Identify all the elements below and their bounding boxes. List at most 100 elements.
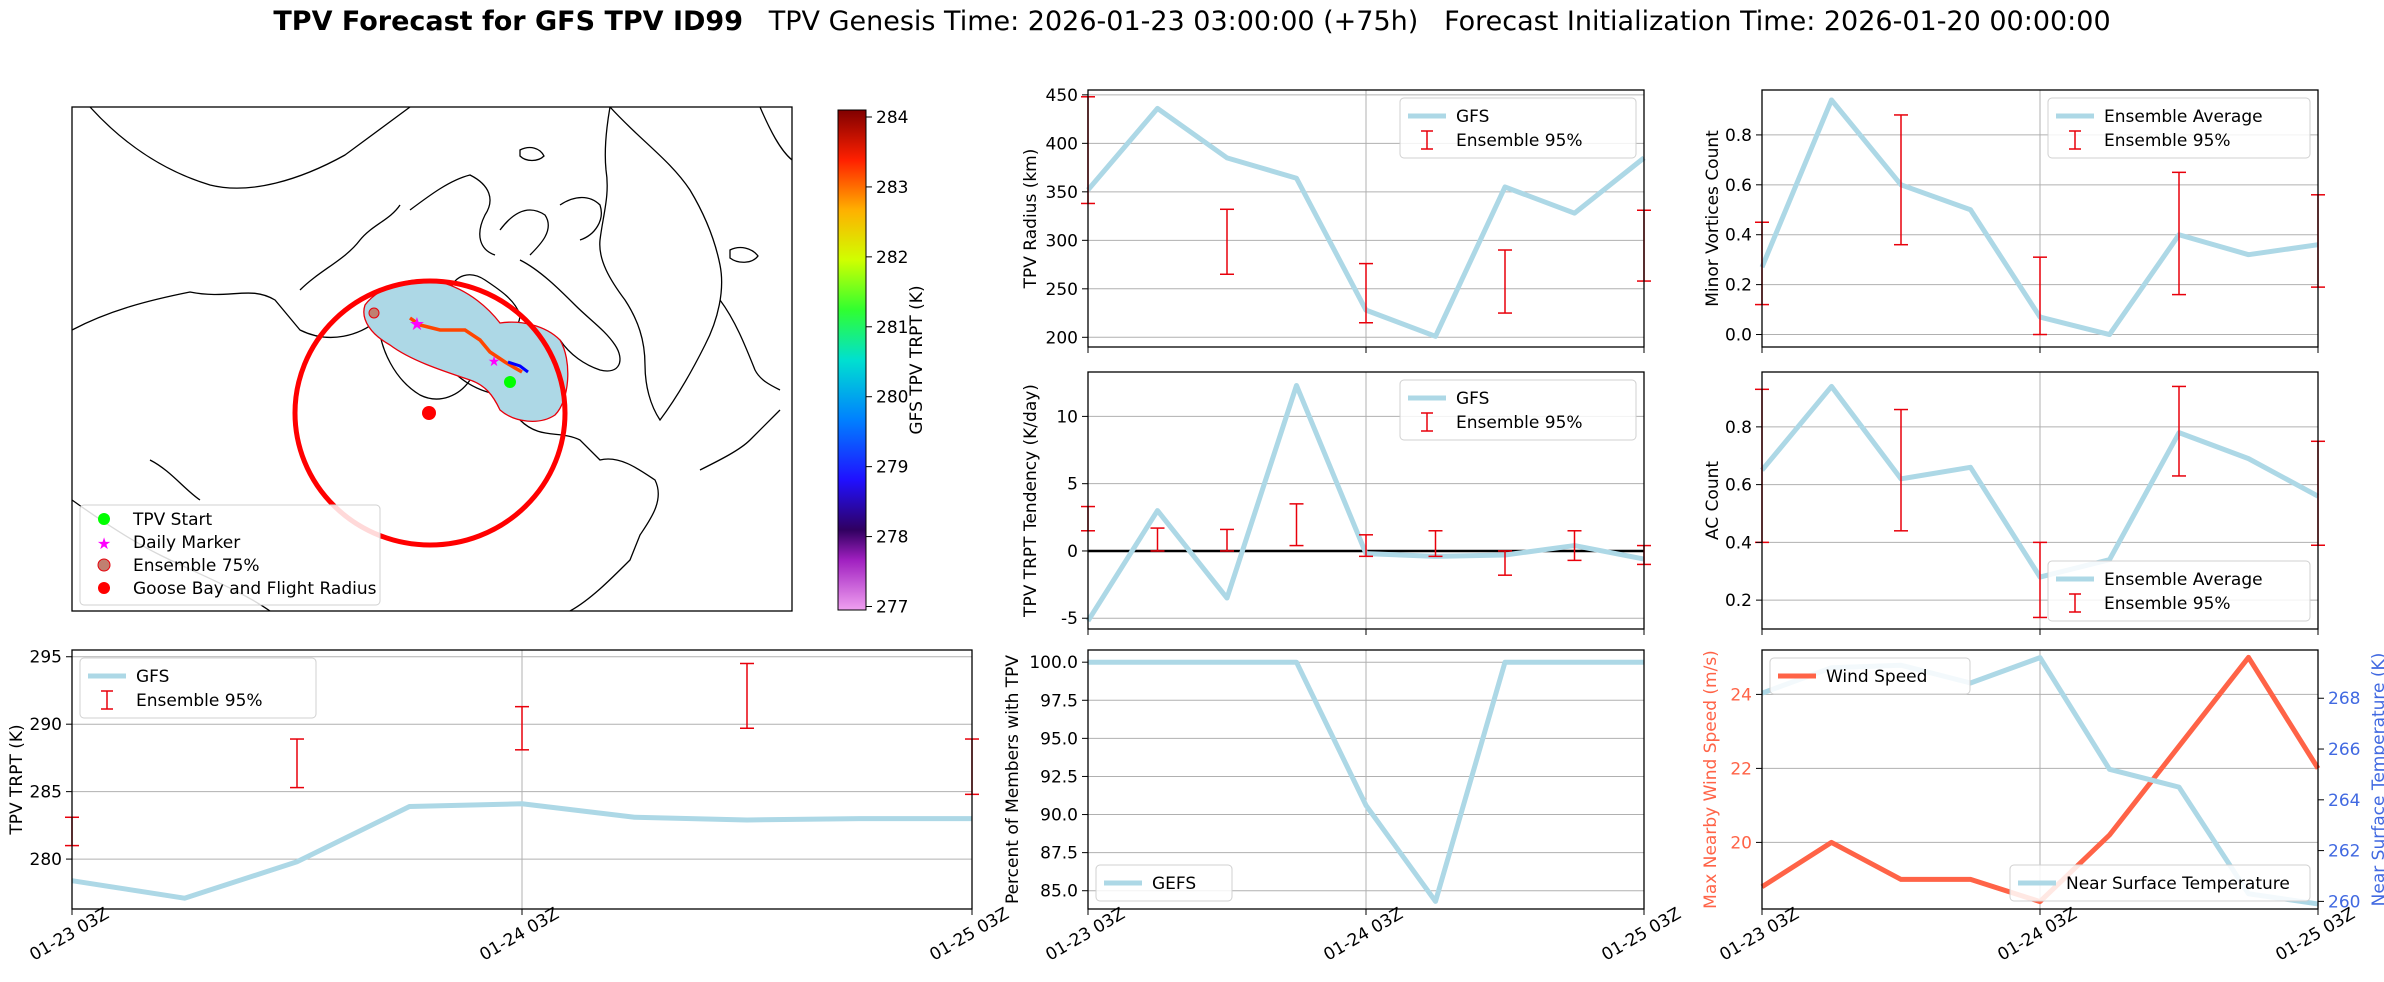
figure-title-bold: TPV Forecast for GFS TPV ID99 [273,6,743,37]
minor-y-tick-label: 0.2 [1725,276,1752,296]
ac-legend-label: Ensemble 95% [2104,594,2231,614]
radius-y-tick-label: 300 [1046,231,1078,251]
members-y-tick-label: 87.5 [1040,844,1078,864]
tpv-track-line [408,316,523,374]
legend-goose-bay-icon [98,582,110,594]
members-y-label: Percent of Members with TPV [1003,655,1023,904]
map-legend-label: Daily Marker [133,533,240,553]
ensemble-75-region [363,279,569,422]
radius-y-tick-label: 200 [1046,328,1078,348]
colorbar-tick-label: 277 [876,598,908,618]
minor-legend-box [2047,97,2311,159]
members-y-tick-label: 100.0 [1029,653,1078,673]
ac-y-label: AC Count [1703,461,1723,540]
members-series-line [1088,659,1644,904]
tpv-track-blue [507,360,529,374]
coastline-scandinavia [719,299,781,391]
coastline-greenland [599,107,723,422]
radius-y-label: TPV Radius (km) [1021,149,1041,290]
colorbar-tick-label: 281 [876,318,908,338]
members-x-tick-label: 01-25 03Z [1598,904,1684,965]
trpt-y-tick-label: 285 [30,783,62,803]
coastline-europe-east [699,107,792,471]
wind-legend2-label: Near Surface Temperature [2066,874,2290,894]
wind-series-line [1760,654,2321,905]
daily-marker-1: ★ [409,314,425,335]
wind-y2-tick-label: 264 [2328,791,2360,811]
trpt-x-tick-label: 01-23 03Z [26,904,112,965]
trpt-y-tick-label: 295 [30,648,62,668]
trpt-legend-box [79,657,317,719]
members-legend-box [1095,864,1233,902]
tendency-y-tick-label: 10 [1056,407,1078,427]
ac-y-tick-label: 0.8 [1725,418,1752,438]
trpt-x-tick-label: 01-24 03Z [476,904,562,965]
trpt-y-label: TPV TRPT (K) [7,724,27,835]
radius-y-tick-label: 350 [1046,183,1078,203]
wind-y-tick-label: 24 [1730,685,1752,705]
minor-legend-label: Ensemble Average [2104,107,2263,127]
colorbar: 284 283 282 281 280 279 278 277 GFS TPV TRPT (K… [837,108,927,618]
figure-title: TPV Forecast for GFS TPV ID99 TPV Genesi… [0,6,2384,37]
members-x-tick-label: 01-24 03Z [1320,904,1406,965]
tendency-y-tick-label: -5 [1061,609,1078,629]
trpt-y-tick-label: 290 [30,715,62,735]
panel-tendency: -5 0 5 10 TPV TRPT Tendency (K/day) GFS Ensemb… [1021,371,1651,635]
members-y-tick-label: 97.5 [1040,691,1078,711]
trpt-x-tick-label: 01-25 03Z [926,904,1012,965]
tpv-start-marker [504,376,516,388]
colorbar-tick-label: 283 [876,178,908,198]
wind-y-tick-label: 22 [1730,759,1752,779]
wind-y2-tick-label: 266 [2328,740,2360,760]
coastline-svalbard [519,146,545,162]
figure-title-genesis: TPV Genesis Time: 2026-01-23 03:00:00 (+… [768,6,1419,37]
tendency-legend-box [1399,379,1637,441]
wind-y2-tick-label: 262 [2328,842,2360,862]
trpt-series-line [71,801,972,901]
wind-y2-label: Near Surface Temperature (K) [2369,653,2384,907]
legend-ensemble-icon [97,558,111,572]
colorbar-tick-label: 279 [876,458,908,478]
minor-legend-label: Ensemble 95% [2104,131,2231,151]
legend-start-icon [98,513,110,525]
radius-y-tick-label: 400 [1046,134,1078,154]
colorbar-label: GFS TPV TRPT (K) [907,285,927,434]
ac-y-tick-label: 0.2 [1725,591,1752,611]
wind-y-tick-label: 20 [1730,833,1752,853]
wind-legend-label: Wind Speed [1826,667,1927,687]
ac-y-tick-label: 0.6 [1725,476,1752,496]
wind-x-tick-label: 01-24 03Z [1994,904,2080,965]
minor-y-tick-label: 0.6 [1725,176,1752,196]
radius-y-tick-label: 250 [1046,280,1078,300]
members-y-tick-label: 90.0 [1040,806,1078,826]
members-y-tick-label: 85.0 [1040,882,1078,902]
map-legend: TPV Start ★ Daily Marker Ensemble 75% Go… [79,504,381,606]
wind-y2-tick-label: 268 [2328,689,2360,709]
members-legend-label: GEFS [1152,874,1196,894]
map-legend-label: TPV Start [132,510,213,530]
map-legend-label: Ensemble 75% [133,556,260,576]
colorbar-tick-label: 280 [876,388,908,408]
radius-legend-label: Ensemble 95% [1456,131,1583,151]
ac-y-tick-label: 0.4 [1725,533,1752,553]
panel-ac: 0.2 0.4 0.6 0.8 AC Count Ensemble Average Ense… [1703,371,2325,635]
flight-radius-circle [292,278,568,548]
wind-legend-box [1769,657,1971,695]
colorbar-tick-label: 278 [876,528,908,548]
trpt-legend-label: GFS [136,667,169,687]
tendency-y-tick-label: 0 [1067,542,1078,562]
ac-legend-box [2047,560,2311,622]
goose-bay-marker [422,406,436,420]
minor-y-tick-label: 0.0 [1725,326,1752,346]
radius-legend-label: GFS [1456,107,1489,127]
coastline-iceland [729,246,759,263]
minor-y-label: Minor Vortices Count [1703,130,1723,307]
members-y-tick-label: 95.0 [1040,729,1078,749]
wind-x-tick-label: 01-23 03Z [1716,904,1802,965]
minor-y-tick-label: 0.8 [1725,126,1752,146]
members-x-tick-label: 01-23 03Z [1042,904,1128,965]
coastline-baffin [519,259,621,372]
wind-y2-tick-label: 260 [2328,892,2360,912]
tendency-legend-label: Ensemble 95% [1456,413,1583,433]
